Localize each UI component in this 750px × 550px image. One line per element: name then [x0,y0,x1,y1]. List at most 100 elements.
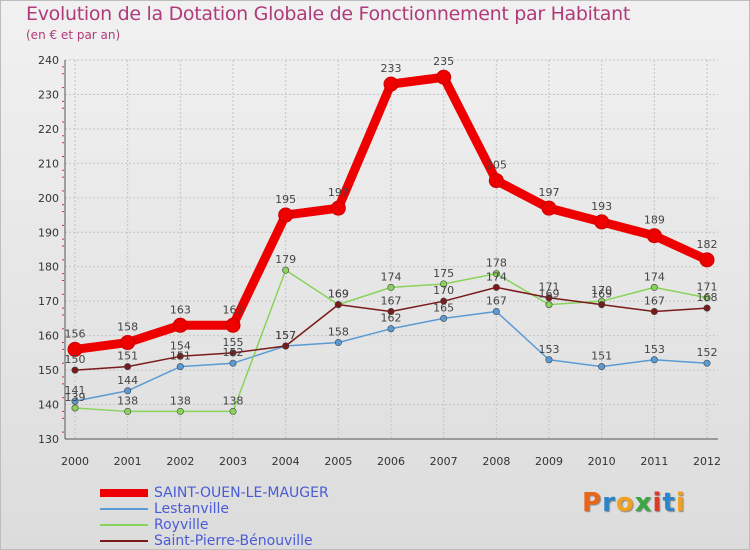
data-point [225,317,241,333]
data-label: 205 [486,159,507,172]
data-label: 178 [486,257,507,270]
data-point [387,308,395,316]
data-point [120,335,136,351]
data-label: 169 [591,288,612,301]
y-tick-label: 230 [38,88,59,101]
legend-label: Lestanville [154,501,229,517]
data-point [492,283,500,291]
x-tick-label: 2005 [324,455,352,468]
data-label: 170 [433,284,454,297]
data-label: 169 [539,288,560,301]
data-label: 158 [328,326,349,339]
data-label: 154 [170,339,191,352]
x-tick-label: 2002 [166,455,194,468]
data-point [650,356,658,364]
y-tick-label: 220 [38,123,59,136]
data-point [650,308,658,316]
y-tick-label: 160 [38,330,59,343]
data-label: 156 [65,327,86,340]
data-point [278,207,294,223]
x-tick-label: 2003 [219,455,247,468]
data-label: 197 [328,186,349,199]
legend-swatch-lestanville [100,508,148,510]
series-layer [67,69,715,415]
data-point [229,407,237,415]
data-point [387,325,395,333]
data-point [545,294,553,302]
data-label: 174 [486,270,507,283]
data-point [172,317,188,333]
y-tick-label: 130 [38,433,59,446]
data-label: 153 [539,343,560,356]
data-label: 138 [117,394,138,407]
data-label: 174 [644,270,665,283]
data-label: 151 [170,350,191,363]
data-point [124,407,132,415]
legend-label: Royville [154,517,209,533]
data-point [334,339,342,347]
x-tick-label: 2006 [377,455,405,468]
data-point [282,342,290,350]
y-tick-label: 200 [38,192,59,205]
logo-letter: o [615,488,635,518]
axis-layer: 130 140 150 160 170 180 190 200 210 220 230 240 2000… [38,54,721,468]
data-label: 138 [170,394,191,407]
data-label: 179 [275,253,296,266]
data-point [71,366,79,374]
data-point [387,283,395,291]
logo-letter: x [634,488,653,518]
data-label: 169 [328,288,349,301]
data-point [334,301,342,309]
data-label: 170 [591,284,612,297]
data-label: 157 [275,329,296,342]
data-point [67,341,83,357]
data-label: 139 [65,391,86,404]
logo-letter: i [675,488,686,518]
data-label: 163 [223,303,244,316]
data-label: 151 [591,350,612,363]
data-label: 182 [697,238,718,251]
y-tick-label: 180 [38,261,59,274]
data-point [176,407,184,415]
data-point [545,356,553,364]
y-tick-label: 210 [38,157,59,170]
data-point [440,297,448,305]
logo-letter: i [652,488,663,518]
data-point [703,294,711,302]
chart-title: Evolution de la Dotation Globale de Fonc… [26,3,631,25]
chart-subtitle: (en € et par an) [26,28,121,42]
data-label: 162 [381,312,402,325]
data-label: 171 [539,281,560,294]
data-point [124,387,132,395]
data-label: 152 [697,346,718,359]
proxiti-logo: Proxiti [582,488,686,518]
data-label: 153 [644,343,665,356]
data-point [488,173,504,189]
data-point [598,301,606,309]
data-label: 144 [117,374,138,387]
data-label: 138 [223,394,244,407]
data-point [646,228,662,244]
data-label: 175 [433,267,454,280]
data-label: 195 [275,193,296,206]
data-label: 151 [117,350,138,363]
data-label: 174 [381,270,402,283]
data-point [545,301,553,309]
data-label: 165 [433,301,454,314]
data-point [330,200,346,216]
data-point [383,76,399,92]
data-label: 168 [697,291,718,304]
legend-label: SAINT-OUEN-LE-MAUGER [154,485,329,501]
data-point [650,283,658,291]
legend-swatch-saint-ouen [100,489,148,497]
data-label: 158 [117,321,138,334]
legend-label: Saint-Pierre-Bénouville [154,533,313,549]
x-tick-label: 2009 [535,455,563,468]
data-point [436,69,452,85]
data-label: 167 [644,295,665,308]
data-label: 157 [275,329,296,342]
data-label: 167 [381,295,402,308]
data-label: 155 [223,336,244,349]
data-point [229,359,237,367]
